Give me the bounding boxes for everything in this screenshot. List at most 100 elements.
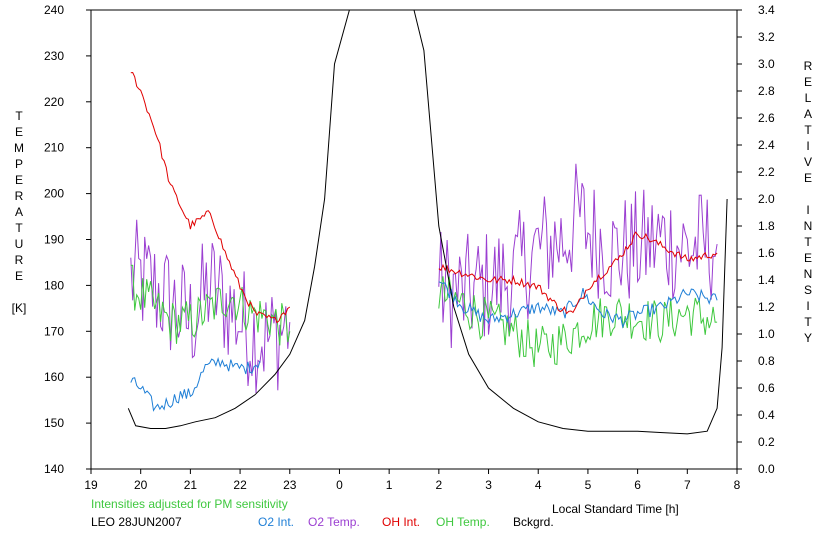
series-oh-int: [130, 71, 718, 324]
y-left-tick-label: 200: [44, 187, 64, 201]
y-axis-label-right-char: R: [804, 59, 813, 73]
y-axis-label-left-char: E: [15, 269, 23, 283]
series-o2-int: [130, 281, 718, 412]
y-right-tick-label: 0.0: [758, 462, 775, 476]
series-line: [438, 163, 718, 349]
y-right-tick-label: 1.8: [758, 219, 775, 233]
y-axis-label-right-char: N: [804, 219, 813, 233]
y-axis-label-right-char: E: [804, 75, 812, 89]
y-right-tick-label: 2.0: [758, 192, 775, 206]
y-left-tick-labels: 140 150 160 170 180 190 200 210 220 230 240: [44, 3, 64, 476]
sensitivity-note: Intensities adjusted for PM sensitivity: [91, 497, 288, 511]
y-right-tick-label: 0.8: [758, 354, 775, 368]
y-axis-label-right-char: E: [804, 171, 812, 185]
legend-background: Bckgrd.: [513, 515, 554, 529]
y-right-tick-label: 2.2: [758, 165, 775, 179]
y-right-tick-label: 0.4: [758, 408, 775, 422]
x-tick-label: 3: [485, 478, 492, 492]
y-axis-label-left-char: E: [15, 125, 23, 139]
x-tick-label: 1: [386, 478, 393, 492]
series-line: [130, 264, 291, 346]
x-tick-labels: 19 20 21 22 23 0 1 2 3 4 5 6 7 8: [84, 478, 740, 492]
y-right-tick-label: 1.0: [758, 327, 775, 341]
series-line: [438, 276, 718, 368]
y-axis-label-right-char: I: [806, 299, 809, 313]
y-left-tick-label: 240: [44, 3, 64, 17]
y-right-tick-label: 1.6: [758, 246, 775, 260]
y-axis-label-left-char: P: [15, 157, 23, 171]
station-date: LEO 28JUN2007: [91, 515, 182, 529]
x-axis-label: Local Standard Time [h]: [552, 502, 679, 516]
y-left-tick-label: 140: [44, 462, 64, 476]
y-right-tick-label: 0.6: [758, 381, 775, 395]
x-tick-label: 5: [585, 478, 592, 492]
y-axis-label-right-char: A: [804, 107, 812, 121]
series-line: [130, 356, 261, 412]
y-right-tick-label: 1.2: [758, 300, 775, 314]
y-axis-label-left-char: R: [15, 253, 24, 267]
y-left-tick-label: 230: [44, 49, 64, 63]
y-axis-label-left-char: [K]: [12, 301, 27, 315]
y-left-tick-label: 180: [44, 278, 64, 292]
y-right-tick-labels: 0.0 0.2 0.4 0.6 0.8 1.0 1.2 1.4 1.6 1.8 2.0 2.2 2.4 2…: [758, 3, 775, 476]
y-left-tick-label: 150: [44, 416, 64, 430]
y-axis-label-right-char: T: [804, 235, 812, 249]
y-right-tick-label: 3.0: [758, 57, 775, 71]
x-tick-label: 4: [535, 478, 542, 492]
legend: O2 Int. O2 Temp. OH Int. OH Temp. Bckgrd…: [258, 515, 554, 529]
x-tick-label: 0: [336, 478, 343, 492]
series-line: [127, 9, 728, 435]
x-tick-label: 7: [684, 478, 691, 492]
series-bckgrd: [127, 9, 728, 435]
y-axis-label-right-char: T: [804, 315, 812, 329]
y-axis-label-right-char: I: [806, 139, 809, 153]
x-tick-label: 20: [134, 478, 148, 492]
y-axis-label-left-char: M: [14, 141, 24, 155]
y-axis-label-left-char: T: [15, 109, 23, 123]
y-axis-label-left-char: A: [15, 205, 23, 219]
x-tick-label: 21: [184, 478, 198, 492]
y-right-tick-label: 2.8: [758, 84, 775, 98]
x-tick-label: 2: [436, 478, 443, 492]
series-layer: [127, 9, 728, 435]
y-left-tick-label: 160: [44, 370, 64, 384]
y-right-tick-label: 2.4: [758, 138, 775, 152]
legend-o2-int: O2 Int.: [258, 515, 294, 529]
y-left-tick-label: 170: [44, 324, 64, 338]
y-axis-label-right-char: E: [804, 251, 812, 265]
legend-o2-temp: O2 Temp.: [308, 515, 360, 529]
y-left-tick-label: 210: [44, 141, 64, 155]
legend-oh-temp: OH Temp.: [436, 515, 490, 529]
series-line: [130, 219, 291, 394]
y-right-tick-label: 0.2: [758, 435, 775, 449]
y-axis-label-right-char: I: [806, 203, 809, 217]
x-tick-label: 23: [283, 478, 297, 492]
y-left-tick-label: 220: [44, 95, 64, 109]
series-line: [438, 281, 718, 329]
y-right-tick-label: 3.2: [758, 30, 775, 44]
y-axis-label-right-char: L: [805, 91, 812, 105]
x-tick-label: 19: [84, 478, 98, 492]
y-right-tick-label: 2.6: [758, 111, 775, 125]
y-axis-label-right-char: T: [804, 123, 812, 137]
legend-oh-int: OH Int.: [382, 515, 420, 529]
series-line: [130, 71, 291, 324]
x-tick-label: 6: [634, 478, 641, 492]
series-oh-temp: [130, 264, 718, 368]
y-left-tick-label: 190: [44, 233, 64, 247]
y-axis-label-left-char: U: [15, 237, 24, 251]
y-axis-label-left-char: T: [15, 221, 23, 235]
axis-ticks: [86, 9, 742, 474]
y-right-tick-label: 1.4: [758, 273, 775, 287]
series-o2-temp: [130, 163, 718, 394]
y-axis-label-right-char: V: [804, 155, 812, 169]
y-axis-label-right-char: S: [804, 283, 812, 297]
y-axis-label-right-char: Y: [804, 331, 812, 345]
x-tick-label: 8: [734, 478, 741, 492]
y-axis-label-right-char: N: [804, 267, 813, 281]
x-tick-label: 22: [233, 478, 247, 492]
